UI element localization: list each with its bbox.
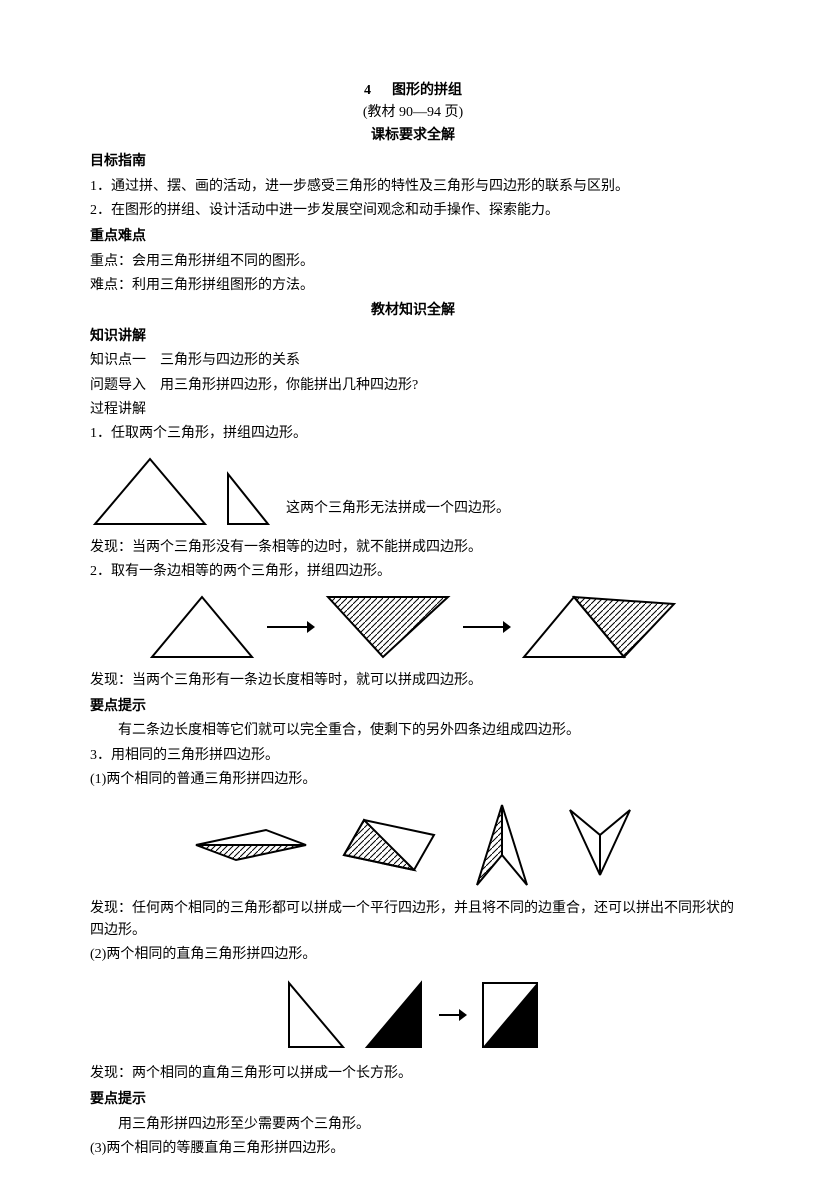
question-intro: 问题导入 用三角形拼四边形，你能拼出几种四边形? [90, 375, 736, 397]
keypoints-heading: 重点难点 [90, 226, 736, 248]
step3: 3．用相同的三角形拼四边形。 [90, 745, 736, 767]
triangle-hatched-down-icon [323, 592, 453, 662]
knowledge-point1: 知识点一 三角形与四边形的关系 [90, 350, 736, 372]
right-triangle-filled-icon [359, 975, 429, 1055]
triangle-small-right-icon [218, 469, 278, 529]
difficult-point: 难点：利用三角形拼组图形的方法。 [90, 275, 736, 297]
chapter-title: 图形的拼组 [392, 83, 462, 98]
page-ref: (教材 90—94 页) [90, 102, 736, 124]
arrow-right-icon [437, 1005, 467, 1025]
v-shape-icon [560, 800, 640, 890]
rectangle-combined-icon [475, 975, 545, 1055]
figure-two-unequal-triangles: 这两个三角形无法拼成一个四边形。 [90, 454, 736, 529]
knowledge-heading: 知识讲解 [90, 326, 736, 348]
standard-title: 课标要求全解 [90, 125, 736, 147]
tip2-heading: 要点提示 [90, 1089, 736, 1111]
process-label: 过程讲解 [90, 399, 736, 421]
triangle-outline-icon [147, 592, 257, 662]
step1: 1．任取两个三角形，拼组四边形。 [90, 423, 736, 445]
arrow-right-icon [265, 617, 315, 637]
chapter-header: 4 图形的拼组 [90, 80, 736, 102]
materials-title: 教材知识全解 [90, 300, 736, 322]
tip1-heading: 要点提示 [90, 696, 736, 718]
right-triangle-outline-icon [281, 975, 351, 1055]
figure-equal-side-combine [90, 592, 736, 662]
figure1-caption: 这两个三角形无法拼成一个四边形。 [286, 498, 510, 520]
parallelogram-flat-icon [186, 815, 316, 875]
triangle-large-icon [90, 454, 210, 529]
key-point: 重点：会用三角形拼组不同的图形。 [90, 251, 736, 273]
figure-right-triangles-rect [90, 975, 736, 1055]
quadrilateral-combined-icon [519, 592, 679, 662]
step2-finding: 发现：当两个三角形有一条边长度相等时，就可以拼成四边形。 [90, 670, 736, 692]
step3-2-finding: 发现：两个相同的直角三角形可以拼成一个长方形。 [90, 1063, 736, 1085]
step3-1-finding: 发现：任何两个相同的三角形都可以拼成一个平行四边形，并且将不同的边重合，还可以拼… [90, 898, 736, 943]
tip1-text: 有二条边长度相等它们就可以完全重合，使剩下的另外四条边组成四边形。 [90, 720, 736, 742]
step3-3: (3)两个相同的等腰直角三角形拼四边形。 [90, 1138, 736, 1160]
arrowhead-shape-icon [462, 800, 542, 890]
objective-1: 1．通过拼、摆、画的活动，进一步感受三角形的特性及三角形与四边形的联系与区别。 [90, 176, 736, 198]
tip2-text: 用三角形拼四边形至少需要两个三角形。 [90, 1114, 736, 1136]
parallelogram-slant-icon [334, 810, 444, 880]
objective-2: 2．在图形的拼组、设计活动中进一步发展空间观念和动手操作、探索能力。 [90, 200, 736, 222]
chapter-number: 4 [364, 83, 371, 98]
step3-1: (1)两个相同的普通三角形拼四边形。 [90, 769, 736, 791]
step2: 2．取有一条边相等的两个三角形，拼组四边形。 [90, 561, 736, 583]
arrow-right-icon [461, 617, 511, 637]
figure-same-triangles-quads [90, 800, 736, 890]
step3-2: (2)两个相同的直角三角形拼四边形。 [90, 944, 736, 966]
step1-finding: 发现：当两个三角形没有一条相等的边时，就不能拼成四边形。 [90, 537, 736, 559]
objectives-heading: 目标指南 [90, 151, 736, 173]
